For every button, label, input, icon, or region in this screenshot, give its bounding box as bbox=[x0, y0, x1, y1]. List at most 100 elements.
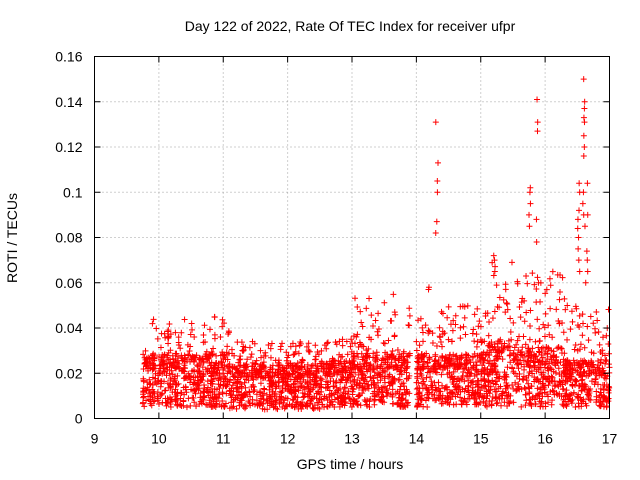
data-point bbox=[502, 286, 509, 293]
data-point bbox=[352, 369, 359, 376]
data-point bbox=[202, 351, 209, 358]
data-point bbox=[264, 371, 271, 378]
data-point bbox=[523, 272, 530, 279]
data-point bbox=[219, 316, 226, 323]
y-tick-label: 0.12 bbox=[55, 139, 82, 155]
data-point bbox=[167, 375, 174, 382]
data-point bbox=[506, 352, 513, 359]
data-point bbox=[452, 365, 459, 372]
data-point bbox=[331, 396, 338, 403]
data-point bbox=[353, 333, 360, 340]
data-point bbox=[444, 314, 451, 321]
data-point bbox=[354, 331, 361, 338]
data-point bbox=[314, 388, 321, 395]
data-point bbox=[211, 335, 218, 342]
data-point bbox=[345, 388, 352, 395]
data-point bbox=[543, 286, 550, 293]
data-point bbox=[460, 369, 467, 376]
data-point bbox=[192, 385, 199, 392]
data-point bbox=[458, 376, 465, 383]
data-point bbox=[297, 364, 304, 371]
data-point bbox=[202, 338, 209, 345]
data-point bbox=[348, 336, 355, 343]
data-point bbox=[471, 338, 478, 345]
data-point bbox=[444, 365, 451, 372]
data-point bbox=[433, 218, 440, 225]
data-point bbox=[204, 365, 211, 372]
data-point bbox=[496, 395, 503, 402]
data-point bbox=[435, 360, 442, 367]
data-point bbox=[462, 354, 469, 361]
data-point bbox=[146, 381, 153, 388]
data-point bbox=[140, 378, 147, 385]
data-point bbox=[345, 374, 352, 381]
data-point bbox=[575, 383, 582, 390]
data-point bbox=[307, 381, 314, 388]
data-point bbox=[481, 338, 488, 345]
data-point bbox=[483, 395, 490, 402]
data-point bbox=[461, 314, 468, 321]
data-point bbox=[568, 400, 575, 407]
data-point bbox=[341, 384, 348, 391]
data-point bbox=[433, 342, 440, 349]
data-point bbox=[532, 392, 539, 399]
data-point bbox=[312, 356, 319, 363]
data-point bbox=[306, 348, 313, 355]
data-point bbox=[465, 389, 472, 396]
data-point bbox=[185, 395, 192, 402]
y-tick-label: 0.1 bbox=[63, 184, 83, 200]
data-point bbox=[445, 303, 452, 310]
data-point bbox=[362, 398, 369, 405]
data-point bbox=[421, 352, 428, 359]
data-point bbox=[158, 330, 165, 337]
data-point bbox=[233, 379, 240, 386]
data-point bbox=[446, 360, 453, 367]
data-point bbox=[504, 300, 511, 307]
data-point bbox=[236, 402, 243, 409]
data-point bbox=[515, 384, 522, 391]
data-point bbox=[329, 373, 336, 380]
data-point bbox=[257, 361, 264, 368]
data-point bbox=[279, 382, 286, 389]
data-point bbox=[385, 337, 392, 344]
data-point bbox=[403, 353, 410, 360]
data-point bbox=[186, 347, 193, 354]
data-point bbox=[217, 381, 224, 388]
data-point bbox=[438, 308, 445, 315]
data-point bbox=[294, 398, 301, 405]
data-point bbox=[354, 401, 361, 408]
data-point bbox=[588, 349, 595, 356]
data-point bbox=[145, 393, 152, 400]
data-point bbox=[472, 389, 479, 396]
y-tick-label: 0.14 bbox=[55, 94, 82, 110]
data-point bbox=[432, 366, 439, 373]
data-point bbox=[402, 365, 409, 372]
data-point bbox=[482, 368, 489, 375]
data-point bbox=[338, 376, 345, 383]
data-point bbox=[200, 332, 207, 339]
data-point bbox=[439, 382, 446, 389]
data-point bbox=[374, 328, 381, 335]
data-point bbox=[507, 328, 514, 335]
data-point bbox=[542, 310, 549, 317]
data-point bbox=[556, 289, 563, 296]
data-point bbox=[197, 374, 204, 381]
data-point bbox=[364, 402, 371, 409]
data-point bbox=[605, 340, 612, 347]
data-point bbox=[581, 344, 588, 351]
data-point bbox=[330, 378, 337, 385]
data-point bbox=[580, 396, 587, 403]
data-point bbox=[420, 338, 427, 345]
data-point bbox=[228, 399, 235, 406]
data-point bbox=[375, 332, 382, 339]
data-point bbox=[167, 404, 174, 411]
data-point bbox=[269, 362, 276, 369]
data-point bbox=[238, 339, 245, 346]
data-point bbox=[258, 368, 265, 375]
data-point bbox=[339, 353, 346, 360]
data-point bbox=[467, 370, 474, 377]
data-point bbox=[564, 336, 571, 343]
data-point bbox=[240, 391, 247, 398]
data-point bbox=[196, 367, 203, 374]
data-point bbox=[449, 327, 456, 334]
